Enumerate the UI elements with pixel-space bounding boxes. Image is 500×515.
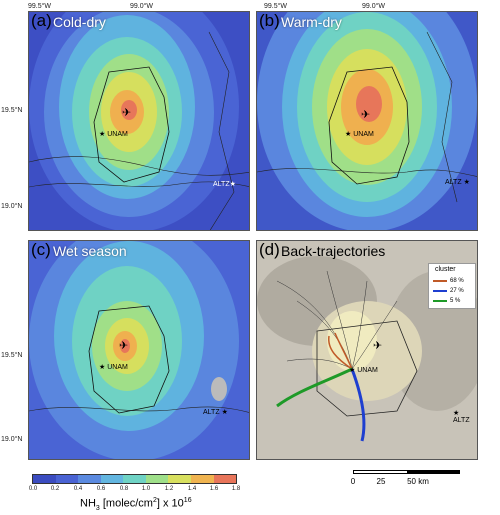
legend-swatch	[433, 280, 447, 282]
colorbar-tick-5: 1.0	[141, 486, 151, 492]
colorbar-tick-0: 0.0	[28, 486, 38, 492]
colorbar-tick-3: 0.6	[96, 486, 106, 492]
colorbar	[32, 474, 237, 484]
lat-label-19.0-top: 19.0°N	[1, 203, 23, 210]
lat-label-19.0-bottom: 19.0°N	[1, 436, 23, 443]
panel-b-title: Warm-dry	[281, 14, 342, 30]
star-icon: ★	[463, 179, 470, 186]
colorbar-bin-5	[145, 475, 169, 483]
legend-pct: 68 %	[450, 278, 464, 284]
svg-text:✈: ✈	[373, 339, 382, 352]
scale-bar-tick-0: 0	[350, 477, 356, 486]
legend-pct: 27 %	[450, 288, 464, 294]
cluster-legend: cluster 68 % 27 % 5 %	[428, 263, 476, 309]
panel-a-cold-dry: ✈ (a) Cold-dry ★ UNAM ALTZ★	[28, 11, 250, 231]
star-icon: ★	[349, 367, 356, 374]
colorbar-tick-1: 0.2	[50, 486, 60, 492]
colorbar-bin-4	[123, 475, 146, 483]
map-c: ✈	[29, 241, 249, 459]
panel-c-altz-label: ALTZ ★	[203, 409, 228, 416]
scale-bar	[353, 470, 460, 474]
colorbar-bin-1	[55, 475, 79, 483]
colorbar-bin-6	[168, 475, 191, 483]
star-icon: ★	[345, 131, 352, 138]
lon-label-99.5-right: 99.5°W	[264, 3, 288, 10]
panel-d-letter: (d)	[259, 240, 280, 259]
lat-label-19.5-bottom: 19.5°N	[1, 352, 23, 359]
svg-text:✈: ✈	[122, 106, 131, 119]
panel-d-title: Back-trajectories	[281, 243, 386, 259]
panel-a-unam-label: ★ UNAM	[99, 131, 128, 138]
svg-text:✈: ✈	[361, 108, 370, 121]
legend-swatch	[433, 290, 447, 292]
colorbar-tick-2: 0.4	[73, 486, 83, 492]
scale-bar-tick-25: 25	[376, 477, 386, 486]
legend-swatch	[433, 300, 447, 302]
star-icon: ★	[99, 131, 106, 138]
panel-a-altz-label: ALTZ★	[213, 181, 236, 188]
colorbar-tick-7: 1.4	[187, 486, 197, 492]
lon-label-99.0-left: 99.0°W	[130, 3, 154, 10]
panel-c-title: Wet season	[53, 243, 127, 259]
legend-entry-1: 27 %	[433, 287, 464, 295]
colorbar-tick-6: 1.2	[164, 486, 174, 492]
colorbar-label: NH3 [molec/cm2] x 1016	[80, 497, 192, 512]
star-icon: ★	[229, 181, 236, 188]
panel-b-altz-label: ALTZ ★	[445, 179, 470, 186]
colorbar-tick-8: 1.6	[209, 486, 219, 492]
lat-label-19.5-top: 19.5°N	[1, 107, 23, 114]
map-a: ✈	[29, 12, 249, 230]
colorbar-bin-3	[100, 475, 124, 483]
panel-d-unam-label: ★ UNAM	[349, 367, 378, 374]
colorbar-bin-2	[78, 475, 101, 483]
panel-d-altz-label: ★ ALTZ	[453, 410, 470, 424]
panel-c-unam-label: ★ UNAM	[99, 364, 128, 371]
panel-b-letter: (b)	[259, 11, 280, 30]
colorbar-tick-4: 0.8	[119, 486, 129, 492]
map-b: ✈	[257, 12, 477, 230]
legend-title: cluster	[435, 266, 456, 273]
star-icon: ★	[221, 409, 228, 416]
panel-a-title: Cold-dry	[53, 14, 106, 30]
colorbar-bin-0	[33, 475, 56, 483]
legend-entry-2: 5 %	[433, 297, 460, 305]
lon-label-99.0-right: 99.0°W	[362, 3, 386, 10]
panel-d-back-trajectories: ✈ (d) Back-trajectories cluster 68 % 27 …	[256, 240, 478, 460]
colorbar-bin-7	[190, 475, 214, 483]
panel-a-letter: (a)	[31, 11, 52, 30]
panel-c-letter: (c)	[31, 240, 51, 259]
star-icon: ★	[453, 410, 460, 417]
colorbar-tick-9: 1.8	[231, 486, 241, 492]
panel-b-unam-label: ★ UNAM	[345, 131, 374, 138]
svg-text:✈: ✈	[119, 339, 128, 352]
colorbar-bin-8	[213, 475, 237, 483]
panel-b-warm-dry: ✈ (b) Warm-dry ★ UNAM ALTZ ★	[256, 11, 478, 231]
legend-entry-0: 68 %	[433, 277, 464, 285]
lon-label-99.5-left: 99.5°W	[28, 3, 52, 10]
star-icon: ★	[99, 364, 106, 371]
legend-pct: 5 %	[450, 298, 461, 304]
scale-bar-tick-50: 50 km	[407, 477, 429, 486]
panel-c-wet-season: ✈ (c) Wet season ★ UNAM ALTZ ★	[28, 240, 250, 460]
